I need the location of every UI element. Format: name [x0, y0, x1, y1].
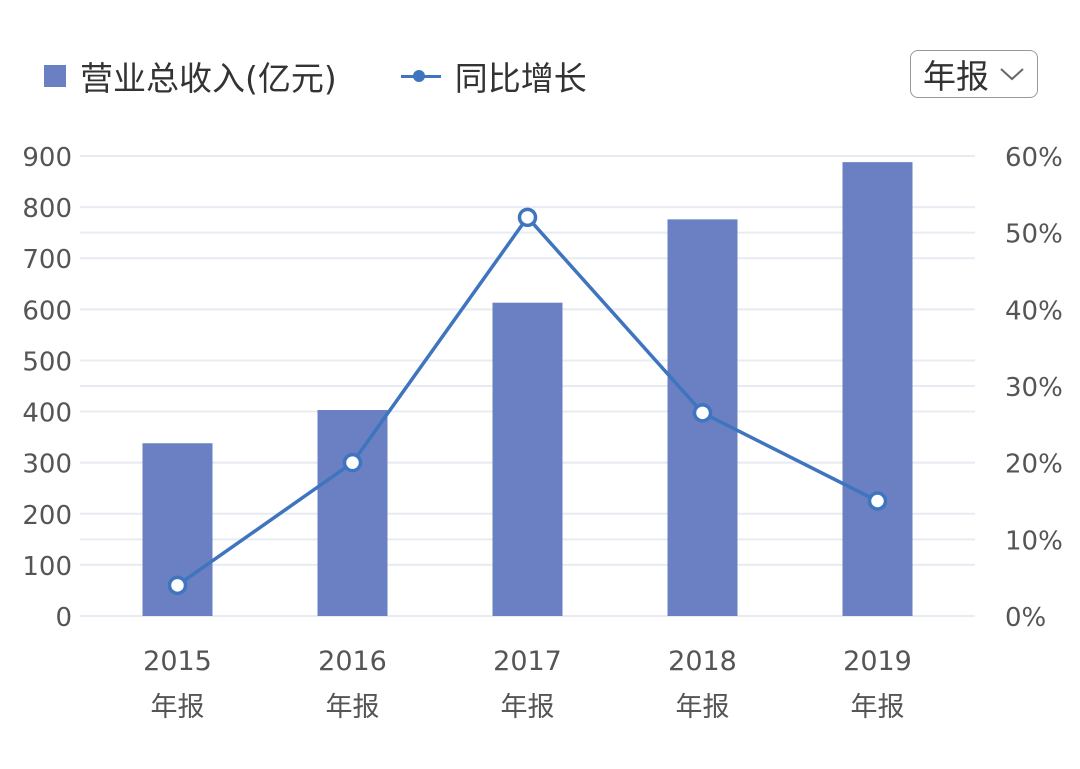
y-right-tick-label: 60%	[1005, 143, 1063, 173]
bar-revenue	[492, 302, 563, 616]
bar-revenue	[842, 162, 913, 616]
y-right-tick-label: 20%	[1005, 450, 1063, 480]
y-left-tick-label: 300	[22, 450, 72, 480]
line-growth-point	[867, 491, 888, 511]
x-tick-label: 年报	[326, 692, 380, 723]
legend-item-growth[interactable]: 同比增长	[400, 52, 587, 100]
x-tick-label: 2015	[143, 646, 212, 677]
y-left-tick-label: 200	[22, 501, 72, 531]
x-tick-label: 2019	[843, 646, 912, 677]
x-tick-label: 年报	[501, 692, 555, 723]
bar-revenue	[317, 410, 388, 616]
x-tick-label: 2016	[318, 646, 387, 677]
chart-legend: 营业总收入(亿元) 同比增长	[44, 52, 587, 100]
x-tick-label: 2017	[493, 646, 562, 677]
y-right-tick-label: 50%	[1005, 220, 1063, 250]
legend-line-swatch	[400, 68, 441, 84]
y-left-tick-label: 800	[22, 194, 72, 224]
legend-revenue-label: 营业总收入(亿元)	[80, 59, 337, 98]
x-tick-label: 2018	[668, 646, 737, 677]
y-left-tick-label: 600	[22, 296, 72, 326]
y-left-tick-label: 900	[22, 143, 72, 173]
y-right-tick-label: 30%	[1005, 373, 1063, 403]
y-right-tick-label: 40%	[1005, 296, 1063, 326]
legend-bar-swatch	[44, 65, 66, 87]
legend-growth-label: 同比增长	[454, 59, 587, 98]
line-growth-point	[342, 452, 363, 473]
line-growth-point	[167, 575, 188, 596]
y-left-tick-label: 400	[22, 399, 72, 429]
y-left-tick-label: 500	[22, 347, 72, 377]
x-tick-label: 年报	[851, 692, 905, 723]
y-left-tick-label: 100	[22, 552, 72, 582]
x-tick-label: 年报	[151, 692, 205, 723]
y-right-tick-label: 10%	[1005, 526, 1063, 556]
y-left-tick-label: 700	[22, 245, 72, 275]
x-tick-label: 年报	[676, 692, 730, 723]
y-left-tick-label: 0	[55, 603, 72, 633]
chevron-down-icon	[1000, 68, 1024, 81]
y-right-tick-label: 0%	[1005, 603, 1046, 633]
legend-item-revenue[interactable]: 营业总收入(亿元)	[44, 52, 337, 100]
period-select-dropdown[interactable]: 年报	[910, 50, 1038, 98]
line-growth-point	[517, 207, 538, 228]
line-growth-point	[692, 403, 713, 423]
period-select-value: 年报	[923, 57, 989, 96]
